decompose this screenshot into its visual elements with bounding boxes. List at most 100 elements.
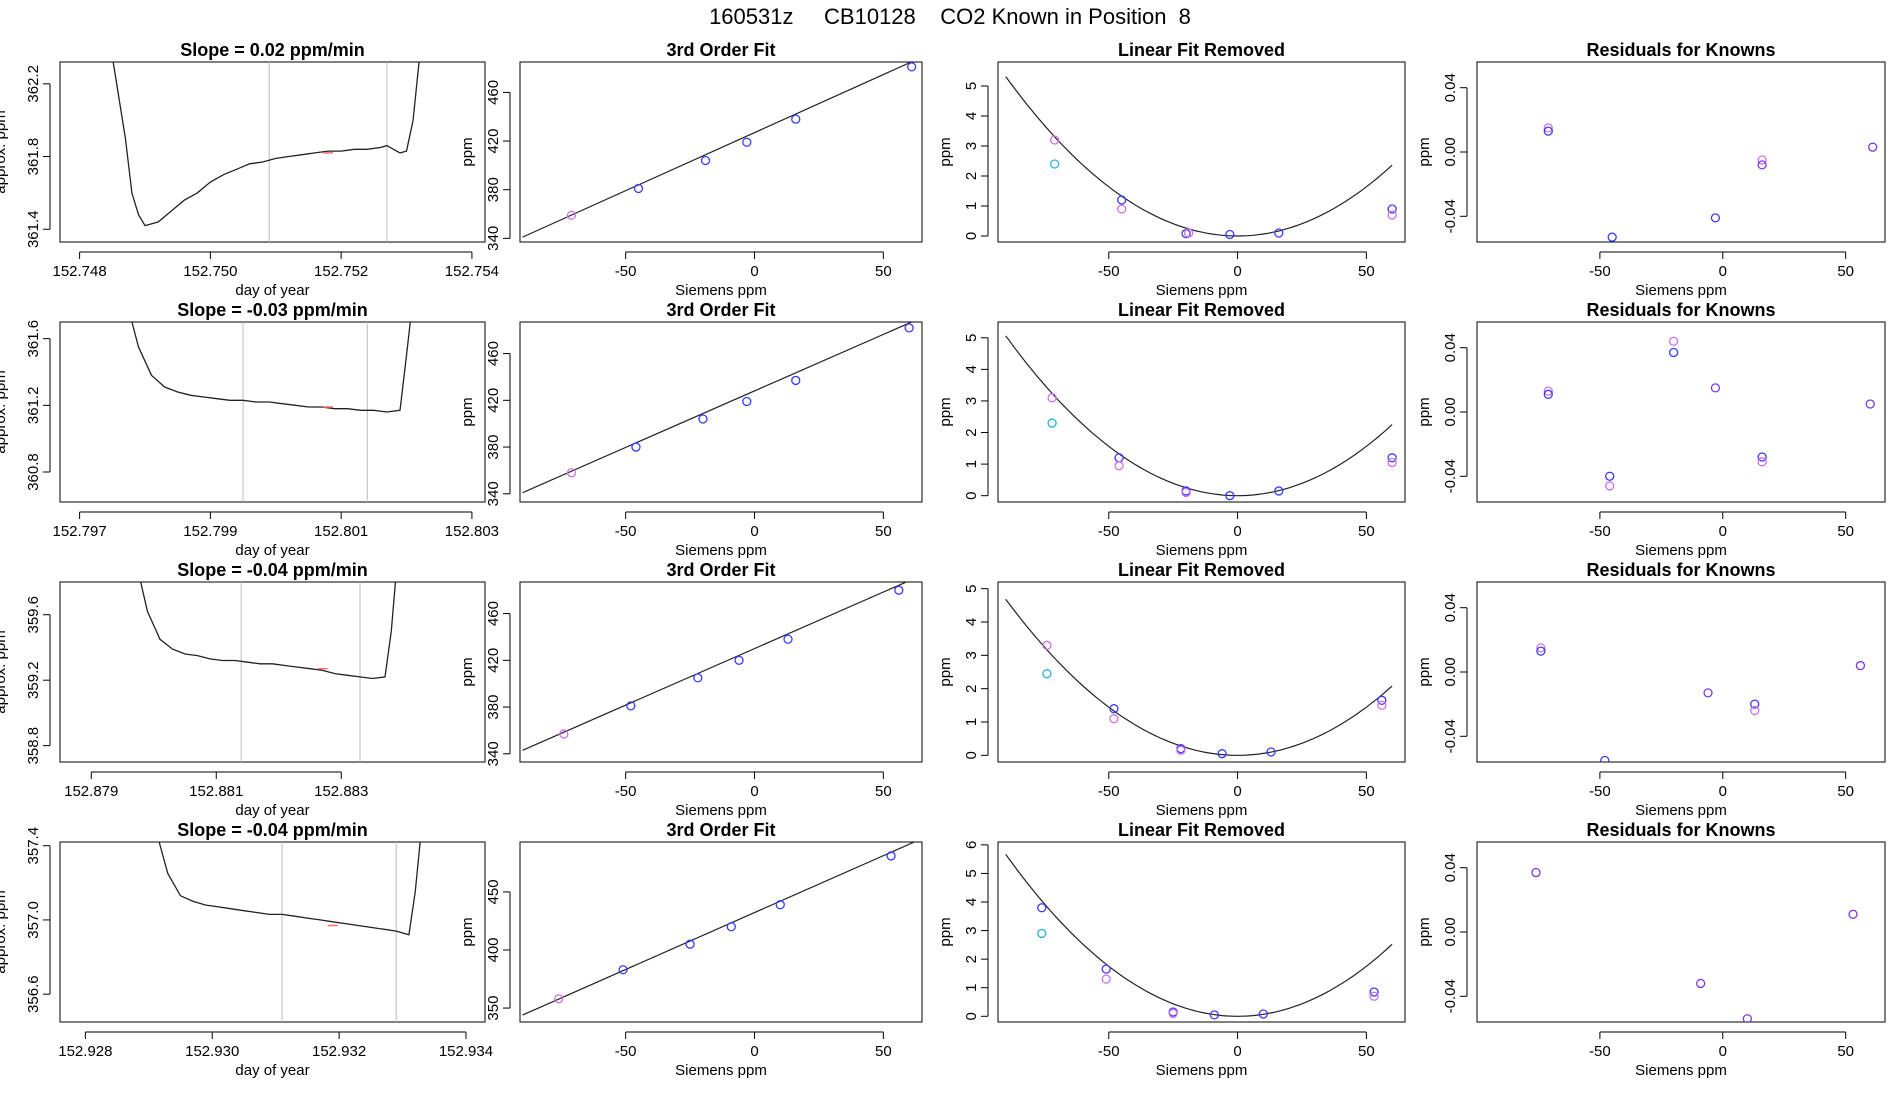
x-tick-label: 50: [1358, 1043, 1375, 1060]
data-point: [1114, 453, 1124, 463]
x-tick-label: -50: [615, 1043, 637, 1060]
panel-residuals-row-2: Residuals for Knowns -50 0 50 Siemens ppm -0.…: [1416, 300, 1886, 559]
data-point: [1274, 486, 1284, 496]
y-tick-label: 0: [963, 492, 980, 500]
y-tick-label: 460: [485, 601, 502, 626]
y-tick-label: 2: [963, 684, 980, 692]
data-point: [1605, 481, 1615, 491]
x-tick-label: 0: [1719, 523, 1727, 540]
data-point: [1536, 646, 1546, 656]
data-point: [618, 965, 628, 975]
x-axis-label: day of year: [235, 282, 309, 299]
data-point: [1387, 210, 1397, 220]
y-tick-label: 0.04: [1442, 593, 1459, 622]
y-tick-label: 400: [485, 937, 502, 962]
data-point: [734, 655, 744, 665]
data-point: [904, 323, 914, 333]
y-axis-label: approx. ppm: [0, 630, 9, 713]
x-tick-label: 0: [1233, 1043, 1241, 1060]
data-point: [1369, 991, 1379, 1001]
data-point: [1377, 700, 1387, 710]
y-tick-label: 3: [963, 142, 980, 150]
y-tick-label: 0.00: [1442, 137, 1459, 166]
x-tick-label: 152.803: [445, 523, 499, 540]
y-tick-label: 460: [485, 341, 502, 366]
x-axis-label: Siemens ppm: [1156, 542, 1248, 559]
data-point: [1750, 705, 1760, 716]
x-tick-label: 152.932: [312, 1043, 366, 1060]
y-tick-label: 2: [963, 172, 980, 180]
data-point: [1274, 228, 1284, 238]
panel-residuals-row-3: Residuals for Knowns -50 0 50 Siemens ppm -0.…: [1416, 560, 1886, 819]
x-tick-label: 0: [1719, 263, 1727, 280]
y-tick-label: 361.8: [25, 138, 42, 176]
data-point: [1109, 704, 1119, 714]
panel-title: Slope = -0.04 ppm/min: [177, 820, 368, 840]
data-layer: [1005, 853, 1393, 1020]
data-point: [1258, 1009, 1268, 1019]
x-tick-label: 152.934: [439, 1043, 493, 1060]
data-point: [1750, 699, 1760, 709]
y-axis-label: ppm: [1416, 397, 1433, 426]
y-tick-label: 5: [963, 82, 980, 90]
data-point: [1605, 471, 1615, 481]
y-tick-label: 340: [485, 741, 502, 766]
data-point: [554, 994, 564, 1004]
data-point: [791, 375, 801, 386]
plot-frame: [997, 61, 1406, 243]
data-layer: [522, 582, 908, 751]
data-point: [1531, 867, 1541, 878]
y-tick-label: 5: [963, 334, 980, 342]
panel-timeseries-row-4: Slope = -0.04 ppm/min 152.928 152.930 152.9…: [0, 820, 493, 1079]
x-axis-label: day of year: [235, 1062, 309, 1079]
panel-title: Residuals for Knowns: [1586, 300, 1775, 320]
x-axis-label: Siemens ppm: [1635, 802, 1727, 819]
x-axis-label: Siemens ppm: [1156, 802, 1248, 819]
data-point: [1037, 903, 1047, 913]
x-tick-label: -50: [1098, 523, 1120, 540]
data-point: [698, 414, 708, 424]
y-axis-label: ppm: [459, 657, 476, 686]
y-tick-label: 6: [963, 841, 980, 849]
y-tick-label: 1: [963, 202, 980, 210]
data-point: [1116, 204, 1127, 214]
x-tick-label: -50: [1589, 263, 1611, 280]
data-point: [1848, 909, 1858, 919]
y-tick-label: 380: [485, 695, 502, 720]
y-tick-label: 359.6: [25, 596, 42, 634]
x-tick-label: 152.881: [189, 783, 243, 800]
y-tick-label: 1: [963, 984, 980, 992]
y-tick-label: 4: [963, 112, 980, 120]
y-axis-label: approx. ppm: [0, 110, 9, 193]
y-axis-label: ppm: [459, 137, 476, 166]
data-point: [742, 396, 752, 407]
y-tick-label: 361.2: [25, 387, 42, 425]
data-layer: [1536, 643, 1866, 762]
y-axis-label: ppm: [459, 397, 476, 426]
y-tick-label: 420: [485, 388, 502, 413]
x-tick-label: 50: [1358, 523, 1375, 540]
series-line: [140, 582, 397, 680]
y-axis-label: ppm: [937, 917, 954, 946]
data-point: [685, 939, 695, 949]
y-tick-label: 357.4: [25, 827, 42, 865]
data-point: [1757, 457, 1767, 467]
data-point: [693, 673, 703, 683]
x-tick-label: 50: [875, 263, 892, 280]
x-tick-label: -50: [1098, 263, 1120, 280]
data-point: [1225, 491, 1235, 501]
data-point: [894, 585, 904, 595]
y-tick-label: 420: [485, 648, 502, 673]
data-point: [742, 137, 752, 147]
panel-residuals-row-1: Residuals for Knowns -50 0 50 Siemens ppm -0.…: [1416, 40, 1886, 299]
x-tick-label: -50: [615, 783, 637, 800]
y-tick-label: 1: [963, 718, 980, 726]
x-tick-label: 0: [1719, 783, 1727, 800]
x-tick-label: 0: [1233, 263, 1241, 280]
data-point: [1757, 452, 1767, 462]
panel-timeseries-row-1: Slope = 0.02 ppm/min 152.748 152.750 152.75…: [0, 40, 499, 299]
x-tick-label: 0: [1233, 783, 1241, 800]
data-point: [1757, 160, 1767, 170]
data-layer: [1543, 123, 1878, 242]
